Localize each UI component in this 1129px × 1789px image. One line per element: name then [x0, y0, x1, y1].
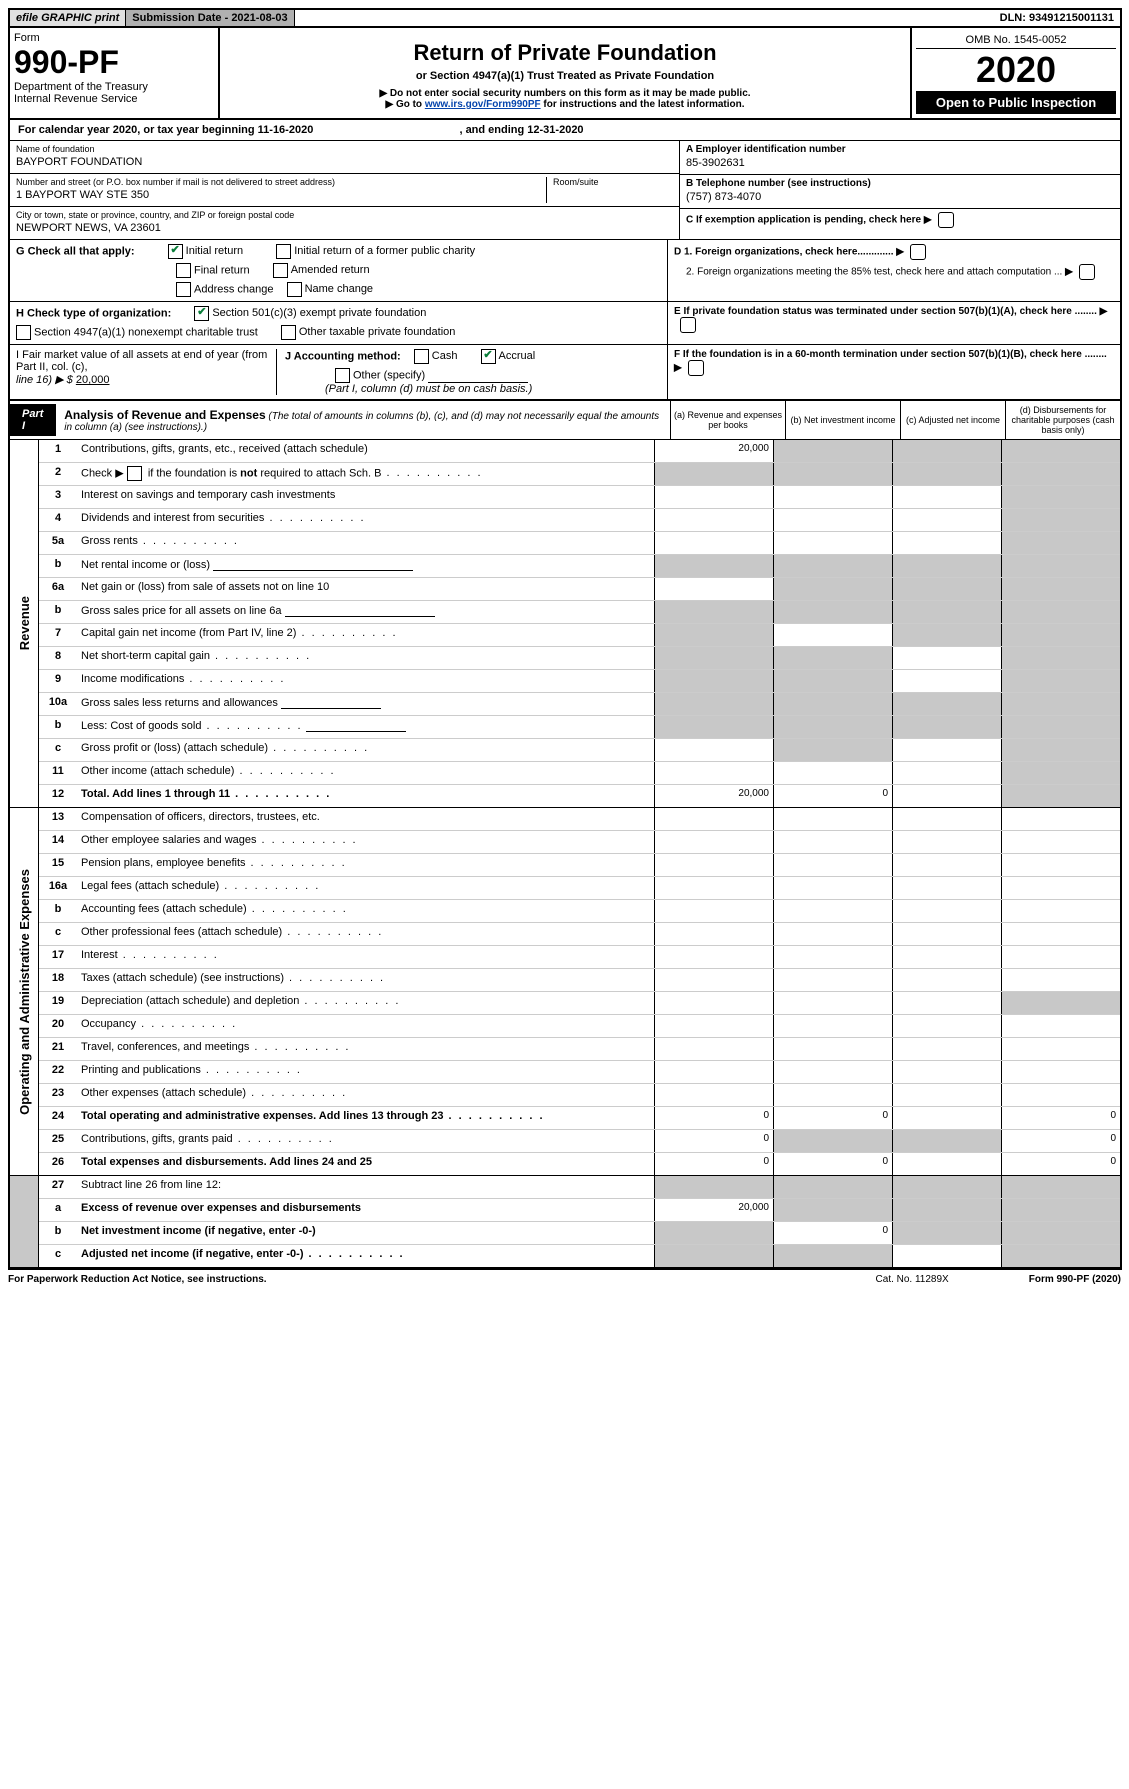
chk-initial-return[interactable]: ✔: [168, 244, 183, 259]
page-footer: For Paperwork Reduction Act Notice, see …: [8, 1270, 1121, 1289]
dln: DLN: 93491215001131: [994, 10, 1120, 26]
col-a-header: (a) Revenue and expenses per books: [670, 401, 785, 439]
tax-year: 2020: [916, 49, 1116, 91]
f-checkbox[interactable]: [688, 360, 704, 376]
i-fmv-value: 20,000: [76, 374, 110, 386]
form-header: Form 990-PF Department of the Treasury I…: [10, 28, 1120, 120]
col-d-header: (d) Disbursements for charitable purpose…: [1005, 401, 1120, 439]
form-title: Return of Private Foundation: [228, 40, 902, 66]
c-checkbox[interactable]: [938, 212, 954, 228]
f-label: F If the foundation is in a 60-month ter…: [674, 349, 1107, 360]
foundation-name-cell: Name of foundation BAYPORT FOUNDATION: [10, 141, 679, 174]
part1-header: Part I Analysis of Revenue and Expenses …: [10, 400, 1120, 440]
room-suite-label: Room/suite: [553, 177, 673, 187]
chk-address-change[interactable]: [176, 282, 191, 297]
chk-cash[interactable]: [414, 349, 429, 364]
instr-goto: ▶ Go to www.irs.gov/Form990PF for instru…: [228, 99, 902, 110]
instr-ssn: ▶ Do not enter social security numbers o…: [228, 88, 902, 99]
chk-accrual[interactable]: ✔: [481, 349, 496, 364]
form990pf-link[interactable]: www.irs.gov/Form990PF: [425, 99, 541, 110]
irs-label: Internal Revenue Service: [14, 93, 214, 105]
phone-cell: B Telephone number (see instructions) (7…: [680, 175, 1120, 209]
form-subtitle: or Section 4947(a)(1) Trust Treated as P…: [228, 70, 902, 82]
address-cell: Number and street (or P.O. box number if…: [10, 174, 679, 207]
d2-checkbox[interactable]: [1079, 264, 1095, 280]
submission-date: Submission Date - 2021-08-03: [126, 10, 294, 26]
ein-cell: A Employer identification number 85-3902…: [680, 141, 1120, 175]
h-row: H Check type of organization: ✔Section 5…: [10, 302, 1120, 345]
form-word: Form: [14, 32, 214, 44]
h-label: H Check type of organization:: [16, 307, 171, 319]
g-row: G Check all that apply: ✔Initial return …: [10, 240, 1120, 302]
chk-name-change[interactable]: [287, 282, 302, 297]
i-label-a: I Fair market value of all assets at end…: [16, 349, 276, 373]
revenue-section: Revenue 1Contributions, gifts, grants, e…: [10, 440, 1120, 808]
g-label: G Check all that apply:: [16, 245, 135, 257]
expenses-section: Operating and Administrative Expenses 13…: [10, 808, 1120, 1176]
chk-other-method[interactable]: [335, 368, 350, 383]
line27-section: 27Subtract line 26 from line 12: aExcess…: [10, 1176, 1120, 1268]
open-public-badge: Open to Public Inspection: [916, 91, 1116, 114]
efile-label: efile GRAPHIC print: [10, 10, 126, 26]
pra-notice: For Paperwork Reduction Act Notice, see …: [8, 1274, 267, 1285]
chk-amended-return[interactable]: [273, 263, 288, 278]
chk-initial-former[interactable]: [276, 244, 291, 259]
calendar-year-row: For calendar year 2020, or tax year begi…: [10, 120, 1120, 141]
ij-row: I Fair market value of all assets at end…: [10, 345, 1120, 400]
expenses-label: Operating and Administrative Expenses: [15, 865, 34, 1119]
d1-checkbox[interactable]: [910, 244, 926, 260]
header-center: Return of Private Foundation or Section …: [220, 28, 910, 118]
chk-501c3[interactable]: ✔: [194, 306, 209, 321]
d1-label: D 1. Foreign organizations, check here..…: [674, 247, 894, 258]
top-bar: efile GRAPHIC print Submission Date - 20…: [10, 10, 1120, 28]
form-container: efile GRAPHIC print Submission Date - 20…: [8, 8, 1122, 1270]
header-right: OMB No. 1545-0052 2020 Open to Public In…: [910, 28, 1120, 118]
e-checkbox[interactable]: [680, 317, 696, 333]
cat-number: Cat. No. 11289X: [876, 1274, 949, 1285]
part1-label: Part I: [10, 404, 56, 436]
dept-treasury: Department of the Treasury: [14, 81, 214, 93]
chk-4947a1[interactable]: [16, 325, 31, 340]
col-c-header: (c) Adjusted net income: [900, 401, 1005, 439]
header-left: Form 990-PF Department of the Treasury I…: [10, 28, 220, 118]
e-label: E If private foundation status was termi…: [674, 306, 1097, 317]
form-number: 990-PF: [14, 44, 214, 81]
chk-other-taxable[interactable]: [281, 325, 296, 340]
revenue-label: Revenue: [15, 592, 34, 654]
omb-number: OMB No. 1545-0052: [916, 32, 1116, 49]
j-label: J Accounting method:: [285, 350, 401, 362]
chk-sch-b[interactable]: [127, 466, 142, 481]
j-note: (Part I, column (d) must be on cash basi…: [325, 383, 661, 395]
c-exemption-cell: C If exemption application is pending, c…: [680, 209, 1120, 231]
chk-final-return[interactable]: [176, 263, 191, 278]
form-ref: Form 990-PF (2020): [1029, 1274, 1121, 1285]
entity-info: Name of foundation BAYPORT FOUNDATION Nu…: [10, 141, 1120, 240]
d2-label: 2. Foreign organizations meeting the 85%…: [686, 267, 1062, 278]
part1-title: Analysis of Revenue and Expenses (The to…: [56, 404, 670, 437]
col-b-header: (b) Net investment income: [785, 401, 900, 439]
city-cell: City or town, state or province, country…: [10, 207, 679, 239]
